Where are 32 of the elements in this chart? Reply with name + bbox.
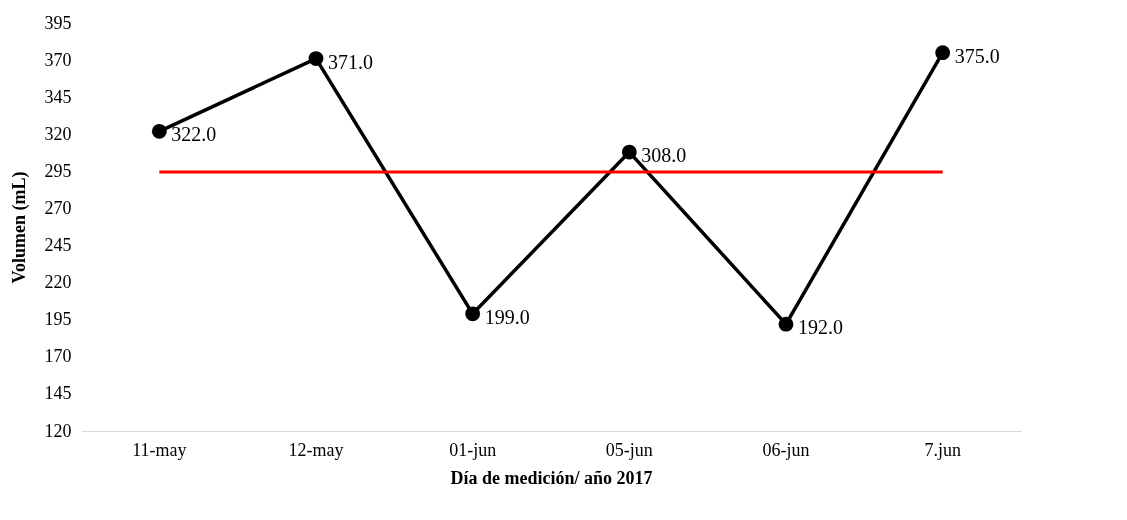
point bbox=[308, 51, 324, 67]
data-label: 371.0 bbox=[328, 50, 373, 73]
data-label: 322.0 bbox=[171, 123, 217, 146]
point bbox=[465, 306, 481, 322]
y-tick-label: 195 bbox=[44, 309, 72, 330]
point bbox=[778, 316, 794, 332]
y-tick-label: 345 bbox=[44, 86, 72, 107]
point bbox=[935, 45, 951, 61]
y-tick-label: 145 bbox=[44, 383, 72, 404]
y-tick-label: 395 bbox=[44, 12, 72, 33]
y-tick-label: 120 bbox=[44, 420, 72, 441]
x-tick-label: 12-may bbox=[288, 439, 344, 460]
y-tick-label: 270 bbox=[44, 197, 72, 218]
y-tick-label: 320 bbox=[44, 123, 72, 144]
y-axis-title: Volumen (mL) bbox=[8, 171, 30, 284]
x-tick-label: 05-jun bbox=[605, 439, 653, 460]
x-tick-label: 06-jun bbox=[762, 439, 810, 460]
x-tick-label: 7.jun bbox=[924, 439, 961, 460]
x-axis-title: Día de medición/ año 2017 bbox=[450, 467, 653, 488]
data-label: 199.0 bbox=[484, 305, 530, 328]
point bbox=[621, 144, 637, 160]
y-tick-label: 245 bbox=[44, 235, 72, 256]
data-label: 308.0 bbox=[641, 144, 687, 167]
data-label: 192.0 bbox=[798, 316, 843, 339]
y-tick-label: 370 bbox=[44, 49, 72, 70]
data-label: 375.0 bbox=[954, 44, 1000, 67]
y-tick-label: 295 bbox=[44, 160, 72, 181]
point bbox=[151, 123, 167, 139]
x-tick-label: 11-may bbox=[132, 439, 187, 460]
y-tick-label: 220 bbox=[44, 272, 72, 293]
y-tick-label: 170 bbox=[44, 346, 72, 367]
x-tick-label: 01-jun bbox=[449, 439, 497, 460]
